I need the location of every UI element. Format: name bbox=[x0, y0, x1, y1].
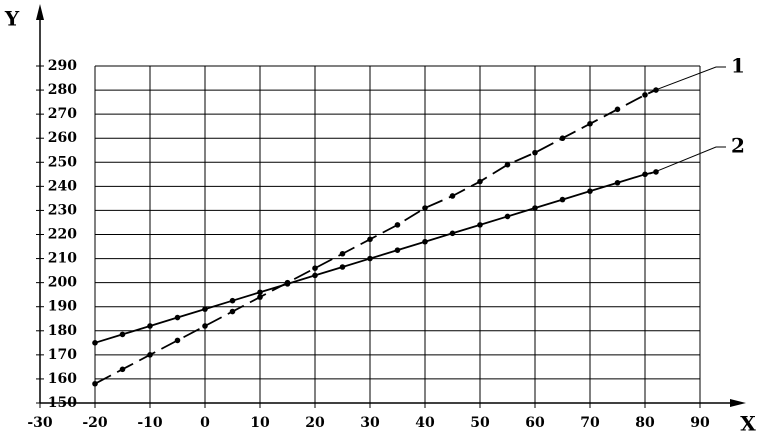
x-axis-label: X bbox=[740, 412, 756, 436]
data-point bbox=[312, 272, 318, 279]
data-point bbox=[614, 106, 621, 113]
x-tick-label: -20 bbox=[82, 415, 108, 431]
data-point bbox=[394, 247, 401, 253]
data-point bbox=[532, 149, 538, 156]
series-label: 1 bbox=[731, 54, 745, 78]
data-point bbox=[449, 230, 456, 237]
y-tick-label: 260 bbox=[48, 130, 77, 146]
data-point bbox=[119, 366, 126, 373]
data-point bbox=[642, 92, 648, 98]
x-tick-label: 90 bbox=[690, 415, 710, 431]
y-tick-label: 280 bbox=[48, 82, 77, 98]
data-point bbox=[119, 331, 126, 338]
y-tick-label: 190 bbox=[48, 299, 77, 315]
data-point bbox=[229, 297, 236, 304]
data-point bbox=[284, 281, 291, 287]
y-tick-label: 220 bbox=[48, 227, 77, 243]
data-point bbox=[642, 171, 648, 178]
data-point bbox=[312, 265, 318, 272]
leader-line bbox=[649, 146, 726, 175]
data-point bbox=[174, 337, 181, 344]
y-tick-label: 200 bbox=[48, 275, 77, 291]
data-point bbox=[422, 238, 428, 245]
data-point bbox=[504, 213, 511, 220]
y-axis-label: Y bbox=[4, 7, 20, 31]
data-point bbox=[587, 120, 593, 127]
leader-line bbox=[649, 66, 726, 93]
data-point bbox=[422, 205, 428, 211]
data-point bbox=[504, 161, 511, 168]
data-point bbox=[367, 255, 373, 262]
data-point bbox=[587, 188, 593, 194]
data-point bbox=[202, 306, 208, 312]
data-point bbox=[174, 314, 181, 321]
y-axis-arrow bbox=[36, 4, 44, 20]
data-point bbox=[147, 352, 153, 358]
data-point bbox=[92, 380, 98, 387]
data-point bbox=[367, 236, 373, 243]
series-label: 2 bbox=[731, 134, 745, 158]
x-tick-label: 20 bbox=[305, 415, 325, 431]
y-tick-label: 290 bbox=[48, 58, 77, 74]
data-point bbox=[339, 264, 346, 270]
data-point bbox=[559, 196, 566, 203]
x-tick-label: 10 bbox=[250, 415, 270, 431]
data-point bbox=[92, 340, 98, 346]
y-tick-label: 180 bbox=[48, 323, 77, 339]
x-tick-label: 60 bbox=[525, 415, 545, 431]
x-tick-label: 70 bbox=[580, 415, 600, 431]
data-point bbox=[449, 193, 456, 199]
x-tick-label: -30 bbox=[27, 415, 53, 431]
y-tick-label: 230 bbox=[48, 202, 77, 218]
y-tick-label: 210 bbox=[48, 251, 77, 267]
x-tick-label: 30 bbox=[360, 415, 380, 431]
data-point bbox=[202, 323, 208, 329]
data-point bbox=[532, 205, 538, 211]
y-tick-label: 270 bbox=[48, 106, 77, 122]
y-tick-label: 240 bbox=[48, 178, 77, 194]
series-line bbox=[94, 89, 657, 385]
data-point bbox=[339, 250, 346, 257]
x-tick-label: 0 bbox=[200, 415, 210, 431]
data-point bbox=[559, 135, 566, 142]
y-tick-label: 170 bbox=[48, 347, 77, 363]
x-tick-label: 50 bbox=[470, 415, 490, 431]
x-axis-arrow bbox=[730, 399, 746, 407]
series-line bbox=[94, 171, 657, 344]
data-point bbox=[147, 323, 153, 329]
x-tick-label: 80 bbox=[635, 415, 655, 431]
x-tick-label: 40 bbox=[415, 415, 435, 431]
data-point bbox=[257, 289, 263, 296]
data-point bbox=[229, 308, 236, 315]
data-point bbox=[257, 294, 263, 300]
y-tick-label: 250 bbox=[48, 154, 77, 170]
data-point bbox=[477, 222, 483, 228]
data-point bbox=[614, 179, 621, 186]
x-tick-label: -10 bbox=[137, 415, 163, 431]
data-point bbox=[477, 178, 483, 185]
data-point bbox=[394, 222, 401, 228]
y-tick-label: 160 bbox=[48, 371, 77, 387]
